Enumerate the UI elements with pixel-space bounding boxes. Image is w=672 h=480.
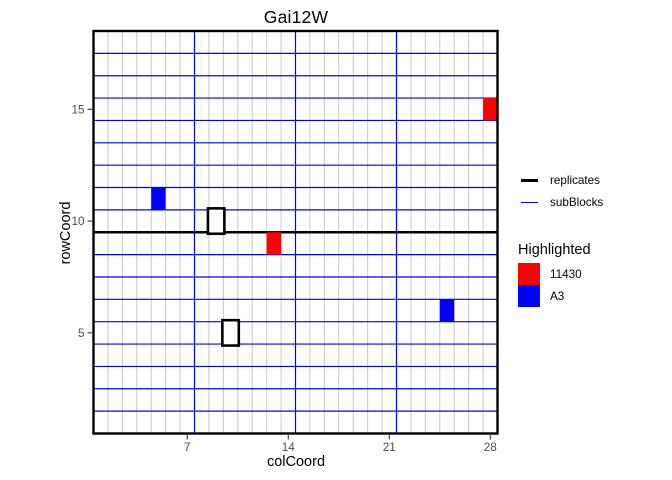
highlighted-cell-A3: [151, 187, 166, 210]
legend-label-a3: A3: [550, 289, 565, 303]
y-tick-label: 10: [71, 215, 85, 228]
y-tick-label: 15: [71, 103, 85, 116]
y-tick-label: 5: [78, 327, 85, 340]
highlighted-cell-A3: [439, 299, 455, 322]
panel-border: [92, 29, 499, 435]
legend-item-11430: 11430: [518, 263, 582, 285]
x-tick-label: 7: [184, 441, 191, 454]
x-tick-label: 21: [383, 441, 396, 454]
subblocks-line-key: [521, 201, 538, 203]
legend-label-subblocks: subBlocks: [550, 195, 604, 209]
legend-item-replicates: replicates: [521, 172, 600, 188]
x-tick-label: 28: [484, 441, 497, 454]
legend-item-subblocks: subBlocks: [521, 194, 603, 210]
plot-title: Gai12W: [263, 7, 329, 27]
x-tick-label: 14: [282, 441, 296, 454]
replicates-line-key: [521, 178, 538, 182]
highlighted-cell-11430: [483, 98, 498, 121]
highlighted-cell-11430: [266, 232, 282, 255]
y-axis-title: rowCoord: [58, 201, 74, 265]
blue-swatch: [518, 285, 540, 307]
legend-label-replicates: replicates: [550, 173, 601, 187]
outlined-cell: [206, 207, 226, 236]
legend-item-a3: A3: [518, 285, 564, 307]
x-axis-title: colCoord: [266, 454, 326, 470]
legend-label-11430: 11430: [550, 267, 582, 281]
legend-title-highlighted: Highlighted: [518, 242, 591, 258]
outlined-cell: [221, 318, 241, 347]
red-swatch: [518, 263, 540, 285]
